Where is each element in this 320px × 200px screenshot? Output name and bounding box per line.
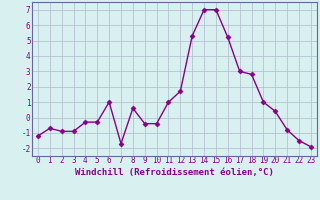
X-axis label: Windchill (Refroidissement éolien,°C): Windchill (Refroidissement éolien,°C) bbox=[75, 168, 274, 177]
